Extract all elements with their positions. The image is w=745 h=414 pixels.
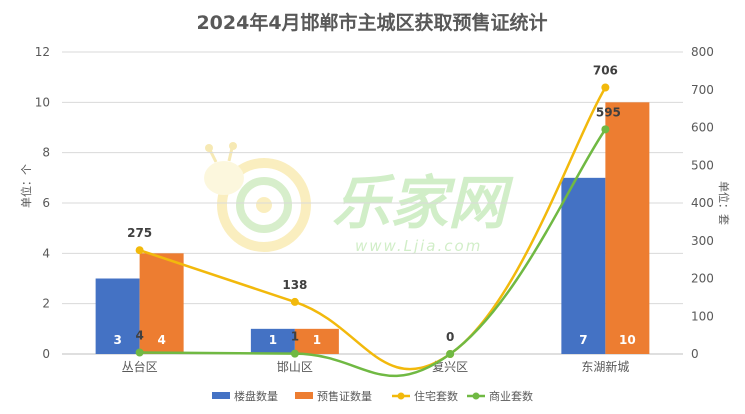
bar [605,102,650,354]
bar-value-label: 10 [619,333,636,347]
x-tick-label: 邯山区 [277,359,313,374]
series-line [139,86,607,371]
y-right-tick-label: 700 [691,83,714,97]
line-value-label: 595 [596,105,621,119]
legend-marker [472,392,480,400]
x-tick-label: 复兴区 [432,360,468,374]
bar-value-label: 7 [579,333,587,347]
y-right-tick-label: 500 [691,158,714,172]
bar [139,253,184,354]
legend-label: 商业套数 [489,389,533,403]
chart-title: 2024年4月邯郸市主城区获取预售证统计 [196,11,547,34]
y-left-tick-label: 2 [42,297,50,311]
y-left-tick-label: 6 [42,196,50,210]
line-point [601,125,610,134]
y-right-tick-label: 100 [691,309,714,323]
bar-value-label: 3 [113,333,121,347]
y-left-tick-label: 4 [42,246,50,260]
bar-value-label: 1 [313,333,321,347]
y-right-tick-label: 200 [691,272,714,286]
line-value-label: 4 [135,328,143,342]
line-value-label: 275 [127,226,152,240]
legend-swatch [295,392,313,399]
y-axis-left: 0 2 4 6 8 10 12 [35,45,50,361]
y-axis-left-title: 单位：个 [19,164,33,208]
series-line [139,128,607,378]
legend-marker [397,392,405,400]
bar [561,177,606,354]
bar [294,328,339,354]
x-tick-label: 丛台区 [122,359,158,374]
line-value-label: 1 [291,330,299,344]
line-series [135,83,610,378]
watermark-logo: 乐家网 www.Ljia.com [204,142,514,255]
legend: 楼盘数量 预售证数量 住宅套数 商业套数 [212,389,533,403]
bar-value-label: 4 [157,333,165,347]
bar-series [95,102,650,354]
line-value-label: 706 [593,63,618,77]
y-right-tick-label: 300 [691,234,714,248]
x-tick-label: 东湖新城 [581,359,629,374]
line-point [601,83,610,92]
y-left-tick-label: 10 [35,95,50,109]
y-right-tick-label: 800 [691,45,714,59]
y-right-tick-label: 400 [691,196,714,210]
watermark-url: www.Ljia.com [355,237,482,255]
line-point [135,348,144,357]
legend-label: 住宅套数 [414,389,458,403]
line-point [290,297,299,306]
line-point [446,350,455,358]
line-point [135,246,144,255]
y-axis-right: 0 100 200 300 400 500 600 700 800 [691,45,714,361]
y-left-tick-label: 0 [42,347,50,361]
line-value-label: 138 [282,278,307,292]
bar-value-label: 1 [269,333,277,347]
line-point [290,349,299,358]
snail-logo-icon [204,142,311,252]
y-left-tick-label: 8 [42,146,50,160]
y-right-tick-label: 600 [691,121,714,135]
y-left-tick-label: 12 [35,45,50,59]
y-axis-right-title: 单位：套 [717,181,731,225]
x-axis: 丛台区 邯山区 复兴区 东湖新城 [122,359,630,374]
bar [95,278,140,354]
legend-label: 预售证数量 [317,389,372,403]
line-value-label: 0 [446,330,454,344]
legend-label: 楼盘数量 [234,389,278,403]
bar [250,328,295,354]
y-right-tick-label: 0 [691,347,699,361]
legend-swatch [212,392,230,399]
